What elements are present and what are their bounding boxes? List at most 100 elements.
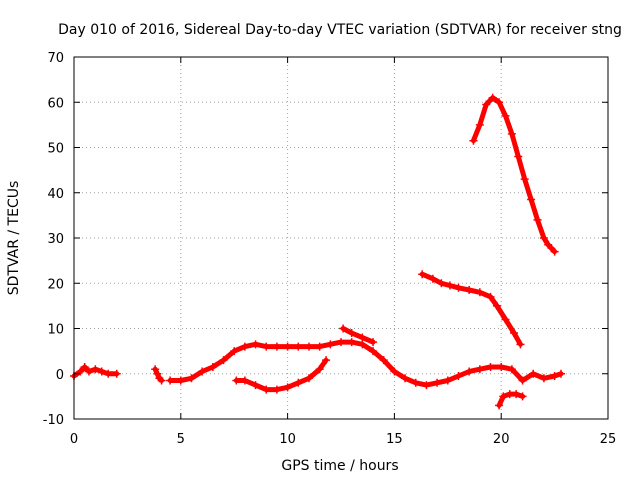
series-line-seg2: [152, 366, 165, 383]
data-point-marker: [80, 362, 89, 371]
data-point-marker: [166, 376, 175, 385]
y-axis-label: SDTVAR / TECUs: [6, 181, 22, 296]
data-point-marker: [283, 342, 292, 351]
y-tick-label: -10: [43, 413, 64, 428]
data-point-marker: [369, 338, 378, 347]
data-point-marker: [358, 340, 367, 349]
data-point-marker: [510, 329, 519, 338]
data-point-marker: [347, 338, 356, 347]
y-tick-label: 40: [47, 187, 64, 202]
series-line-seg6: [419, 271, 523, 347]
data-point-marker: [304, 374, 313, 383]
data-point-marker: [557, 369, 566, 378]
data-point-marker: [358, 333, 367, 342]
y-tick-label: 10: [47, 323, 64, 338]
x-tick-label: 0: [70, 432, 78, 447]
data-point-marker: [454, 283, 463, 292]
data-point-marker: [272, 342, 281, 351]
data-point-marker: [315, 342, 324, 351]
data-point-marker: [454, 372, 463, 381]
series-line-seg5: [340, 326, 376, 345]
data-point-marker: [390, 367, 399, 376]
data-point-marker: [445, 281, 454, 290]
data-point-marker: [322, 356, 331, 365]
data-point-marker: [304, 342, 313, 351]
series-line-seg3: [167, 339, 564, 388]
x-tick-label: 5: [177, 432, 185, 447]
data-point-marker: [262, 385, 271, 394]
data-point-marker: [76, 367, 85, 376]
x-tick-label: 25: [600, 432, 617, 447]
data-point-marker: [339, 324, 348, 333]
data-point-marker: [315, 365, 324, 374]
x-tick-label: 15: [386, 432, 403, 447]
data-point-marker: [411, 378, 420, 387]
data-point-marker: [529, 369, 538, 378]
data-point-marker: [486, 362, 495, 371]
data-point-marker: [469, 136, 478, 145]
data-point-marker: [240, 342, 249, 351]
x-tick-label: 10: [279, 432, 296, 447]
data-point-marker: [240, 376, 249, 385]
data-point-marker: [516, 340, 525, 349]
data-point-marker: [433, 378, 442, 387]
data-point-marker: [475, 288, 484, 297]
data-point-marker: [153, 369, 162, 378]
data-point-marker: [230, 347, 239, 356]
data-point-marker: [437, 279, 446, 288]
data-point-marker: [539, 374, 548, 383]
data-point-marker: [97, 367, 106, 376]
data-point-marker: [507, 129, 516, 138]
data-point-marker: [112, 369, 121, 378]
x-axis-ticks: 0 5 10 15 20 25: [70, 57, 616, 447]
data-point-marker: [533, 215, 542, 224]
data-point-marker: [208, 362, 217, 371]
data-point-marker: [251, 340, 260, 349]
data-point-marker: [104, 369, 113, 378]
series-line-seg7: [470, 95, 558, 255]
y-tick-label: 50: [47, 142, 64, 157]
data-point-marker: [482, 100, 491, 109]
data-point-marker: [443, 376, 452, 385]
data-point-marker: [495, 401, 504, 410]
grid: [74, 57, 608, 419]
data-point-marker: [326, 340, 335, 349]
data-point-marker: [418, 270, 427, 279]
data-point-marker: [422, 381, 431, 390]
data-point-marker: [347, 329, 356, 338]
data-point-marker: [369, 347, 378, 356]
data-point-marker: [507, 365, 516, 374]
data-point-marker: [488, 93, 497, 102]
data-point-marker: [401, 374, 410, 383]
y-tick-label: 60: [47, 96, 64, 111]
data-point-marker: [501, 111, 510, 120]
data-point-marker: [501, 315, 510, 324]
data-point-marker: [294, 342, 303, 351]
data-point-marker: [527, 195, 536, 204]
y-tick-label: 30: [47, 232, 64, 247]
y-axis-ticks: -10 0 10 20 30 40 50 60 70: [43, 51, 608, 428]
data-point-marker: [486, 292, 495, 301]
data-series: [70, 93, 566, 410]
data-point-marker: [198, 367, 207, 376]
data-point-marker: [550, 372, 559, 381]
data-point-marker: [550, 247, 559, 256]
data-point-marker: [475, 365, 484, 374]
data-point-marker: [251, 381, 260, 390]
y-tick-label: 70: [47, 51, 64, 66]
data-point-marker: [262, 342, 271, 351]
data-point-marker: [499, 392, 508, 401]
data-point-marker: [272, 385, 281, 394]
data-point-marker: [512, 390, 521, 399]
data-point-marker: [520, 175, 529, 184]
data-point-marker: [465, 286, 474, 295]
data-point-marker: [475, 120, 484, 129]
y-tick-label: 20: [47, 277, 64, 292]
data-point-marker: [219, 356, 228, 365]
data-point-marker: [495, 98, 504, 107]
data-point-marker: [428, 274, 437, 283]
data-point-marker: [544, 240, 553, 249]
x-tick-label: 20: [493, 432, 510, 447]
y-tick-label: 0: [56, 368, 64, 383]
